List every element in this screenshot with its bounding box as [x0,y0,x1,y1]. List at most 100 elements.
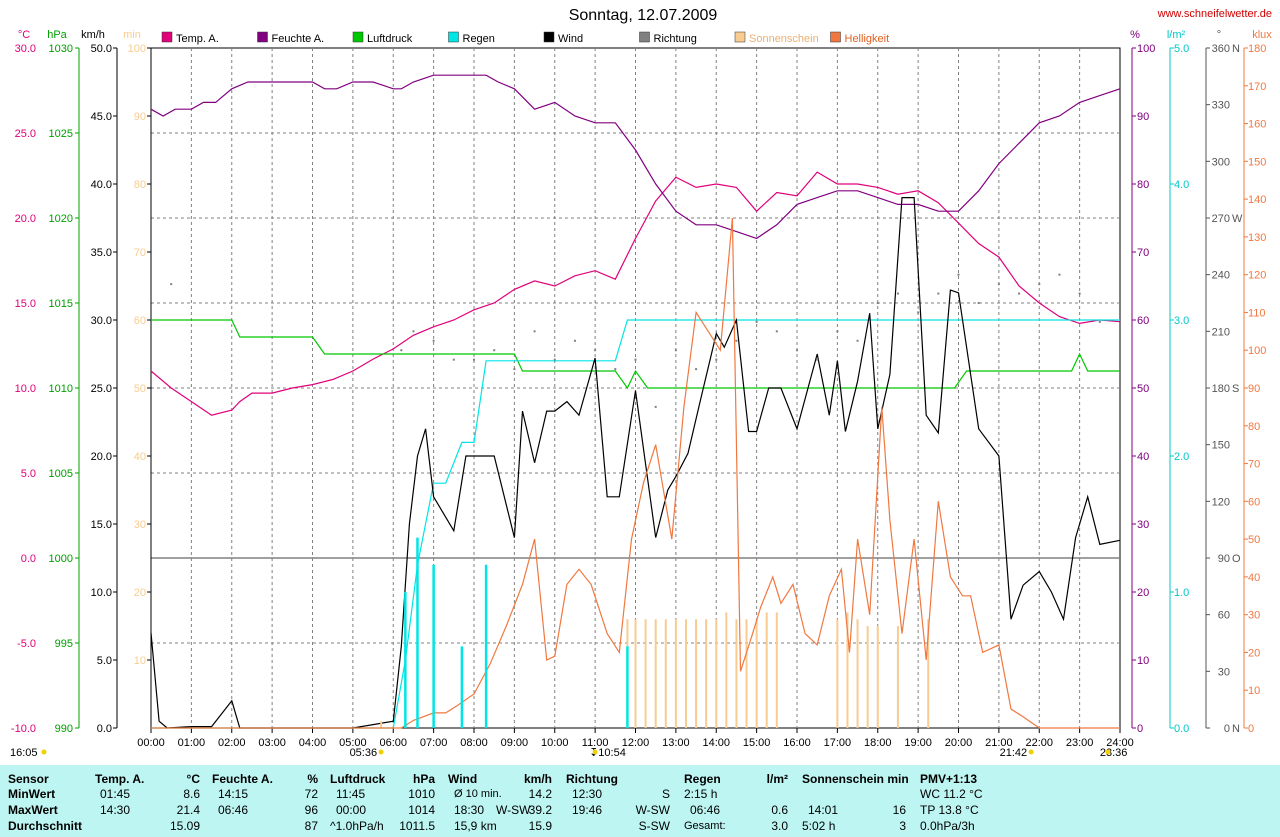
tick-temp-5: 15.0 [15,298,36,310]
x-tick-23: 23:00 [1066,737,1094,749]
stats-wind-max-time: 18:30 [454,803,485,817]
stats-sun-label: Sonnenschein min [802,772,909,786]
x-tick-14: 14:00 [702,737,730,749]
stats-wind-avg10: 14.2 [528,787,552,801]
tick-temp-3: 5.0 [21,468,36,480]
unit-pressure: hPa [47,29,67,41]
x-tick-22: 22:00 [1025,737,1053,749]
direction-dot-1 [400,349,403,352]
direction-dot-24 [856,339,859,342]
direction-dot-36 [1098,320,1101,323]
tick-light-3: 30 [1248,610,1260,622]
direction-dot-28 [937,292,940,295]
stats-wind-max-dir: W-SW [496,803,531,817]
tick-temp-8: 30.0 [15,43,36,55]
direction-dot-19 [755,320,758,323]
tick-direction-1: 30 [1218,666,1230,678]
tick-direction-9: 270 [1212,213,1230,225]
tick-direction-4: 120 [1212,496,1230,508]
stats-temp-max: 21.4 [176,803,200,817]
stats-dewpoint: TP 13.8 °C [920,803,979,817]
stats-dir-label: Richtung [566,772,618,786]
stats-dir-max-time: 19:46 [572,803,603,817]
direction-dot-4 [452,358,455,361]
tick-sun-7: 80 [134,179,146,191]
tick-light-12: 120 [1248,270,1266,282]
site-url[interactable]: www.schneifelwetter.de [1157,8,1272,20]
stats-press-avg: 1011.5 [399,819,435,833]
stats-rain-total-label: Gesamt: [684,820,726,832]
direction-dot-12 [614,368,617,371]
stats-hum-max: 96 [304,803,318,817]
marker-sun-icon-1 [41,749,47,755]
legend-3: Regen [463,33,495,45]
stats-dir-min-time: 12:30 [572,787,603,801]
stats-hum-label: Feuchte A. [212,772,273,786]
direction-dot-3 [432,339,435,342]
direction-dot-13 [634,358,637,361]
marker-0: 05:36 [350,747,378,759]
tick-sun-0: 10 [134,655,146,667]
tick-direction-8: 240 [1212,270,1230,282]
tick-rain-5: 5.0 [1174,43,1189,55]
x-tick-4: 04:00 [299,737,327,749]
x-tick-1: 01:00 [178,737,206,749]
direction-dot-22 [816,358,819,361]
tick-humidity-6: 60 [1137,315,1149,327]
tick-wind-8: 40.0 [91,179,112,191]
tick-light-13: 130 [1248,232,1266,244]
tick-pressure-2: 1000 [49,553,73,565]
x-tick-20: 20:00 [945,737,973,749]
tick-wind-6: 30.0 [91,315,112,327]
stats-rain-total: 3.0 [771,819,788,833]
tick-pressure-0: 990 [55,723,73,735]
tick-light-1: 10 [1248,685,1260,697]
x-tick-5: 05:00 [339,737,367,749]
stats-sun-duration: 5:02 h [802,819,836,833]
tick-temp-7: 25.0 [15,128,36,140]
legend-0: Temp. A. [176,33,219,45]
tick-wind-5: 25.0 [91,383,112,395]
x-tick-19: 19:00 [904,737,932,749]
marker-sun-icon-2 [592,749,598,755]
direction-dot-20 [775,330,778,333]
stats-wind-avg10-label: Ø 10 min. [454,788,502,800]
unit-light: klux [1252,29,1272,41]
cardinal-4: N [1232,43,1240,55]
stats-wind-unit: km/h [523,772,552,786]
tick-light-17: 170 [1248,81,1266,93]
tick-light-10: 100 [1248,345,1266,357]
unit-temp: °C [18,29,30,41]
stats-pmv-label: PMV+1:13 [920,772,978,786]
stats-hum-min: 72 [304,787,318,801]
series-line-2 [151,319,1120,390]
tick-humidity-5: 50 [1137,383,1149,395]
stats-temp-min-time: 01:45 [100,787,131,801]
direction-dot-5 [473,358,475,361]
stats-dir-min: S [661,787,670,801]
stats-dir-max: W-SW [635,803,670,817]
legend-swatch-5 [639,31,650,43]
direction-dot-35 [1078,292,1081,295]
legend-1: Feuchte A. [272,33,325,45]
cardinal-1: O [1232,553,1241,565]
direction-dot-16 [695,368,698,371]
direction-dot-7 [513,368,516,371]
tick-light-2: 20 [1248,647,1260,659]
tick-temp-1: -5.0 [17,638,36,650]
tick-sun-8: 90 [134,111,146,123]
tick-light-4: 40 [1248,572,1260,584]
tick-temp-4: 10.0 [15,383,36,395]
x-tick-24: 24:00 [1106,737,1134,749]
stats-press-trend: ^1.0hPa/h [330,819,384,833]
stats-rain-max-time: 06:46 [690,803,721,817]
tick-sun-4: 50 [134,383,146,395]
x-tick-3: 03:00 [258,737,286,749]
tick-pressure-8: 1030 [49,43,73,55]
unit-rain: l/m² [1167,29,1186,41]
stats-rain-unit: l/m² [766,772,788,786]
tick-light-0: 0 [1248,723,1254,735]
tick-rain-1: 1.0 [1174,587,1189,599]
stats-press-max-time: 00:00 [336,803,367,817]
stats-temp-label: Temp. A. [95,772,145,786]
